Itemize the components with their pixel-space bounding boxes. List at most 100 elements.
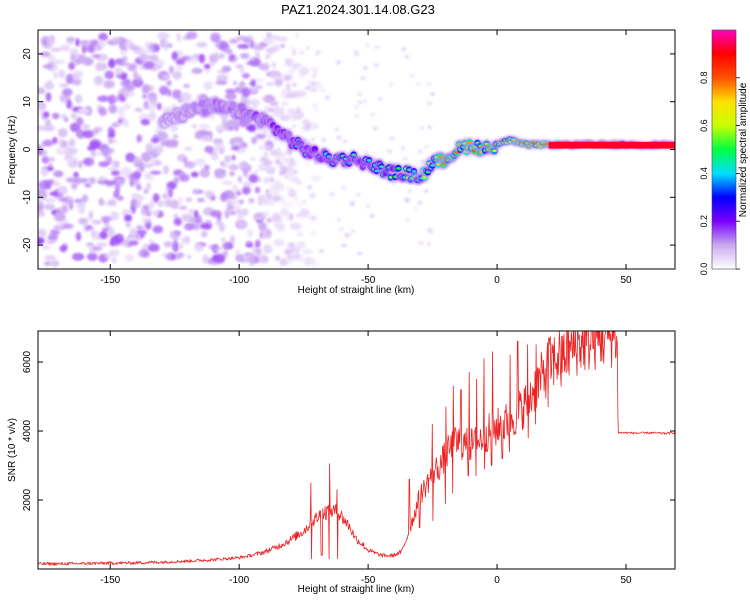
spectrogram-cell <box>264 62 269 67</box>
spectrogram-cell <box>110 211 119 221</box>
spectrogram-cell <box>75 38 80 47</box>
spectrogram-cell <box>123 119 129 128</box>
spectrogram-cell <box>90 148 96 158</box>
spectrogram-cell <box>270 100 279 107</box>
spectrogram-cell <box>48 79 53 87</box>
spectrogram-cell <box>146 182 151 191</box>
spectrogram-cell <box>143 188 149 194</box>
spectrogram-cell <box>302 249 313 254</box>
spectrogram-cell <box>407 189 413 193</box>
spectrogram-cell <box>183 83 191 89</box>
spectrogram-cell <box>272 217 278 221</box>
spectrogram-cell <box>242 87 251 98</box>
spectrogram-peak <box>492 149 497 153</box>
spectrogram-cell <box>97 39 106 49</box>
spectrogram-cell <box>289 222 302 230</box>
snr-x-axis-label: Height of straight line (km) <box>298 584 415 595</box>
spectrogram-cell <box>299 242 305 247</box>
spectrogram-cell <box>374 45 380 50</box>
spectrogram-cell <box>309 230 317 236</box>
spectrogram-cell <box>294 111 305 119</box>
spectrogram-cell <box>265 189 270 194</box>
spectrogram-cell <box>372 126 378 131</box>
spectrogram-cell <box>45 240 56 245</box>
spectrogram-cell <box>62 88 73 97</box>
spectrogram-cell <box>305 123 311 128</box>
spectrogram-cell <box>263 152 269 157</box>
snr-y-axis-label: SNR (10 * v/v) <box>7 418 18 482</box>
spectrogram-cell <box>354 114 360 119</box>
spectrogram-cell <box>282 88 288 93</box>
spectrogram-cell <box>273 44 281 51</box>
spectrogram-cell <box>283 74 293 82</box>
spectrogram-cell <box>41 156 50 164</box>
spectrogram-cell <box>43 111 50 118</box>
spectrogram-cell <box>143 100 149 110</box>
snr-y-ticks: 2000 4000 6000 <box>22 350 675 511</box>
spectrogram-peak <box>467 141 473 144</box>
spectrogram-cell <box>215 221 223 226</box>
spectrogram-cell <box>423 189 429 193</box>
spectrogram-cell <box>75 117 84 126</box>
spectrogram-cell <box>417 200 423 205</box>
spectrogram-cell <box>286 254 294 260</box>
spectrogram-cell <box>148 200 155 210</box>
spectrogram-cell <box>279 114 291 122</box>
colorbar-label: Normalized spectral amplitude <box>738 82 749 217</box>
spectrogram-cell <box>121 74 126 81</box>
spectrogram-cell <box>185 31 198 40</box>
spectrogram-cell <box>246 240 252 246</box>
spectrogram-cell <box>225 92 237 100</box>
spectrogram-cell <box>47 234 58 242</box>
spectrogram-cell <box>111 37 122 44</box>
spectrogram-cell <box>41 245 51 250</box>
spectrogram-cell <box>53 170 64 178</box>
spectrogram-cell <box>239 53 250 59</box>
spectrogram-cell <box>250 85 258 94</box>
spectrogram-cell <box>357 100 363 105</box>
spectrogram-cell <box>123 103 131 111</box>
spectrogram-cell <box>89 140 101 150</box>
spectrogram-cell <box>254 51 260 56</box>
spectrogram-cell <box>276 222 285 232</box>
spectrogram-cell <box>141 153 152 162</box>
spectrogram-cell <box>52 112 60 120</box>
spectrogram-cell <box>93 75 104 86</box>
spectrogram-cell <box>258 145 264 150</box>
spectrogram-cell <box>197 197 205 203</box>
spectrogram-cell <box>310 259 319 267</box>
spectrogram-cell <box>190 171 199 178</box>
spectrogram-cell <box>278 217 284 222</box>
spectrogram-cell <box>363 150 369 154</box>
spectrogram-cell <box>275 255 280 261</box>
spectrogram-cell <box>202 254 209 264</box>
spectrogram-cell <box>179 173 190 182</box>
spectrogram-cell <box>319 249 325 254</box>
spectrogram-cell <box>88 210 94 221</box>
spectrogram-cell <box>170 199 180 210</box>
spectrogram-cell <box>48 156 56 162</box>
spectrogram-cell <box>298 72 306 78</box>
spectrogram-cell <box>311 81 317 86</box>
spectrogram-cell <box>139 52 149 62</box>
spectrogram-cell <box>77 54 87 64</box>
spectrogram-cell <box>38 180 50 190</box>
spectrogram-cell <box>194 158 206 167</box>
snr-frame <box>37 330 676 570</box>
spectrogram-cell <box>292 48 297 56</box>
spectrogram-cell <box>295 201 304 207</box>
spectrogram-cell <box>183 157 188 164</box>
x-tick-label: -100 <box>229 575 249 586</box>
spectrogram-cell <box>312 103 318 108</box>
spectrogram-cell <box>175 58 186 66</box>
spectrogram-heatmap <box>38 31 675 267</box>
spectrogram-cell <box>235 35 247 42</box>
spectrogram-cell <box>220 53 225 59</box>
spectrogram-cell <box>311 87 317 92</box>
y-tick-label: 20 <box>22 48 33 60</box>
spectrogram-cell <box>263 195 269 203</box>
spectrogram-cell <box>311 216 316 221</box>
spectrogram-cell <box>293 169 299 174</box>
spectrogram-cell <box>288 192 297 197</box>
spectrogram-cell <box>184 146 193 151</box>
